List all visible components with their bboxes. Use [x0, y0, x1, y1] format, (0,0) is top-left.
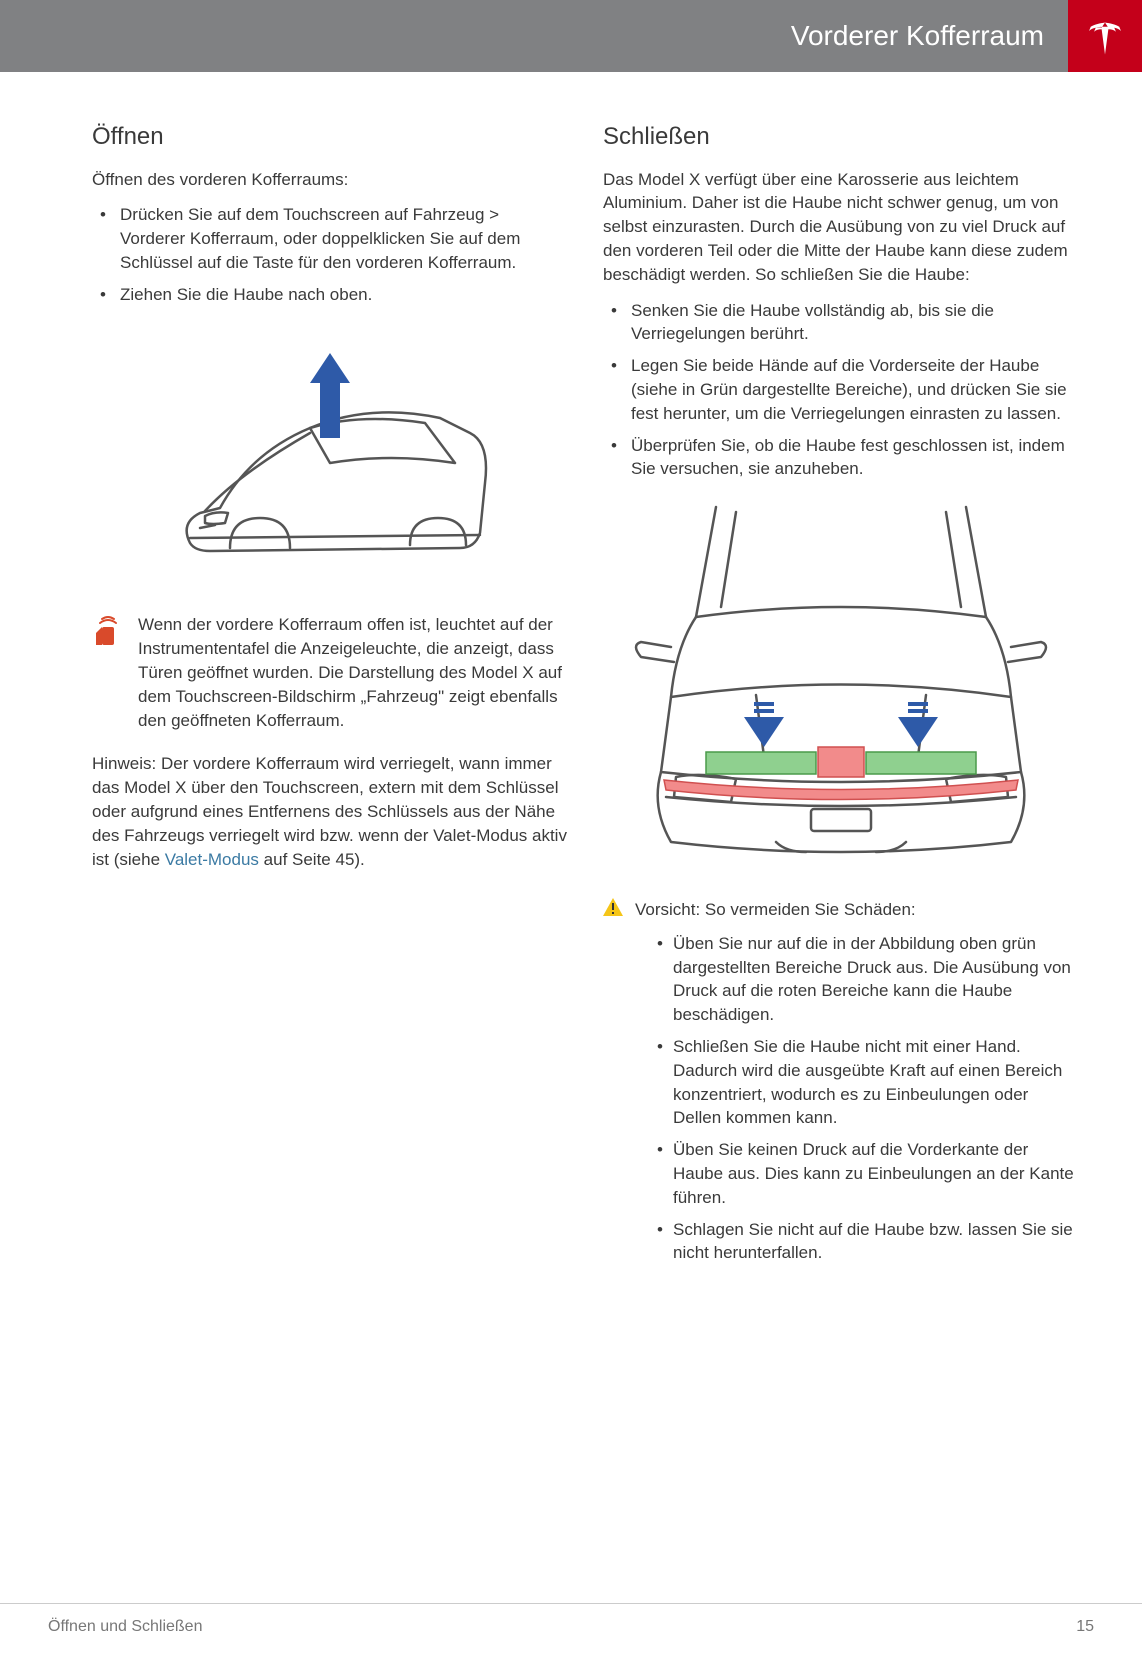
- green-zone-left: [706, 752, 816, 774]
- tesla-logo-icon: [1084, 15, 1126, 57]
- red-zone-center: [818, 747, 864, 777]
- list-item: Schlagen Sie nicht auf die Haube bzw. la…: [649, 1218, 1078, 1266]
- info-text: Wenn der vordere Kofferraum offen ist, l…: [138, 613, 567, 732]
- caution-body: Vorsicht: So vermeiden Sie Schäden: Üben…: [635, 898, 1078, 1281]
- list-item: Legen Sie beide Hände auf die Vorderseit…: [603, 354, 1078, 425]
- close-illustration: [603, 497, 1078, 874]
- page-title: Vorderer Kofferraum: [0, 16, 1068, 55]
- arrow-down-left-icon: [744, 702, 784, 747]
- page-footer: Öffnen und Schließen 15: [0, 1603, 1142, 1654]
- content-area: Öffnen Öffnen des vorderen Kofferraums: …: [0, 72, 1142, 1281]
- close-intro: Das Model X verfügt über eine Karosserie…: [603, 168, 1078, 287]
- right-column: Schließen Das Model X verfügt über eine …: [603, 120, 1078, 1281]
- list-item: Drücken Sie auf dem Touchscreen auf Fahr…: [92, 203, 567, 274]
- list-item: Üben Sie nur auf die in der Abbildung ob…: [649, 932, 1078, 1027]
- list-item: Ziehen Sie die Haube nach oben.: [92, 283, 567, 307]
- car-hood-open-illustration: [160, 323, 500, 583]
- tesla-logo: [1068, 0, 1142, 72]
- door-open-icon: [92, 613, 124, 732]
- list-item: Überprüfen Sie, ob die Haube fest geschl…: [603, 434, 1078, 482]
- warning-icon: [603, 898, 625, 1281]
- open-bullets: Drücken Sie auf dem Touchscreen auf Fahr…: [92, 203, 567, 306]
- caution-block: Vorsicht: So vermeiden Sie Schäden: Üben…: [603, 898, 1078, 1281]
- caution-bullets: Üben Sie nur auf die in der Abbildung ob…: [635, 932, 1078, 1265]
- footer-page-number: 15: [1076, 1616, 1094, 1638]
- note-text: Hinweis: Der vordere Kofferraum wird ver…: [92, 752, 567, 871]
- valet-mode-link[interactable]: Valet-Modus: [165, 850, 259, 869]
- arrow-down-right-icon: [898, 702, 938, 747]
- close-bullets: Senken Sie die Haube vollständig ab, bis…: [603, 299, 1078, 482]
- footer-section: Öffnen und Schließen: [48, 1616, 202, 1638]
- info-block: Wenn der vordere Kofferraum offen ist, l…: [92, 613, 567, 732]
- list-item: Senken Sie die Haube vollständig ab, bis…: [603, 299, 1078, 347]
- caution-title: Vorsicht: So vermeiden Sie Schäden:: [635, 900, 916, 919]
- car-front-press-illustration: [626, 497, 1056, 867]
- left-column: Öffnen Öffnen des vorderen Kofferraums: …: [92, 120, 567, 1281]
- open-heading: Öffnen: [92, 120, 567, 154]
- open-illustration: [92, 323, 567, 590]
- green-zone-right: [866, 752, 976, 774]
- close-heading: Schließen: [603, 120, 1078, 154]
- list-item: Schließen Sie die Haube nicht mit einer …: [649, 1035, 1078, 1130]
- page-header: Vorderer Kofferraum: [0, 0, 1142, 72]
- note-suffix: auf Seite 45).: [259, 850, 365, 869]
- open-intro: Öffnen des vorderen Kofferraums:: [92, 168, 567, 192]
- list-item: Üben Sie keinen Druck auf die Vorderkant…: [649, 1138, 1078, 1209]
